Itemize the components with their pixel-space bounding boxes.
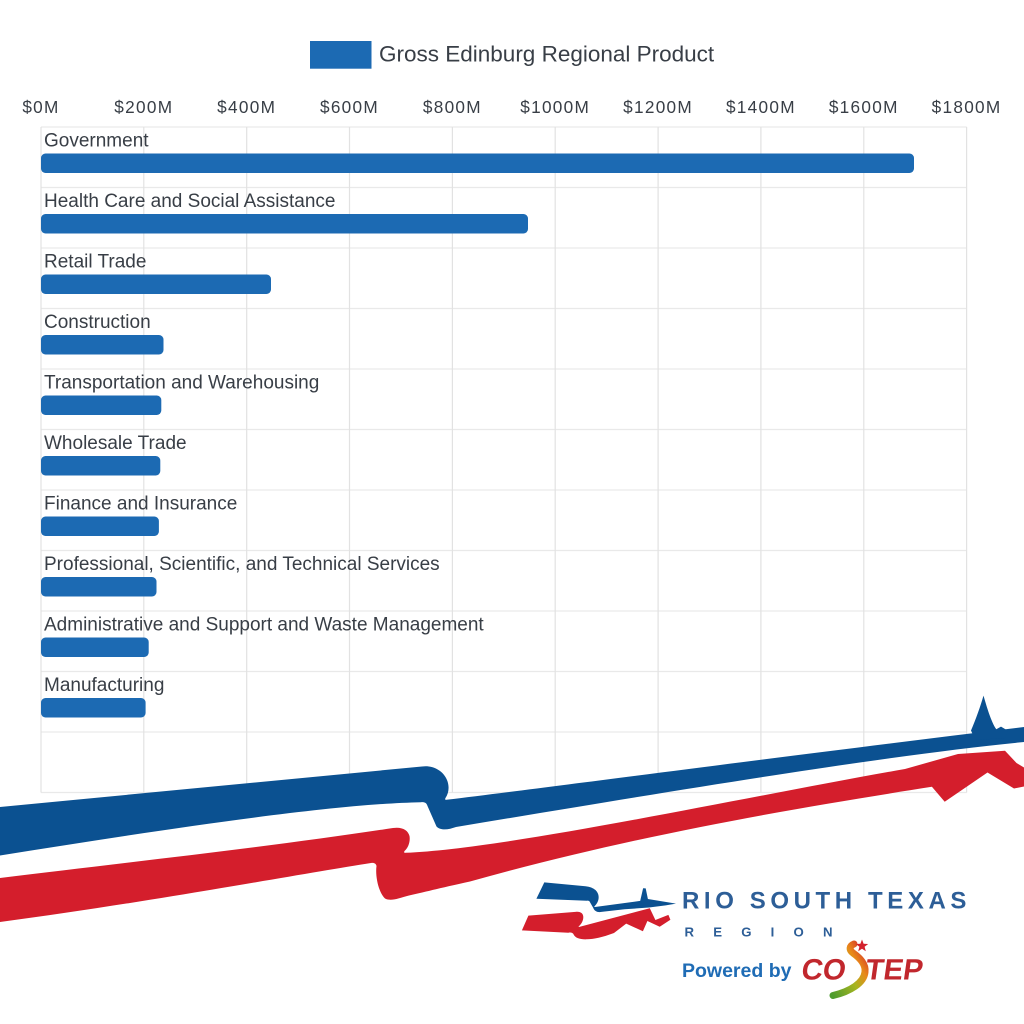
svg-text:$200M: $200M bbox=[114, 97, 173, 117]
svg-text:Construction: Construction bbox=[44, 312, 151, 333]
svg-text:$1800M: $1800M bbox=[932, 97, 1002, 117]
svg-text:Gross Edinburg Regional Produc: Gross Edinburg Regional Product bbox=[379, 42, 715, 67]
svg-text:$0M: $0M bbox=[22, 97, 59, 117]
svg-text:Finance and Insurance: Finance and Insurance bbox=[44, 494, 237, 515]
svg-text:$600M: $600M bbox=[320, 97, 379, 117]
svg-text:$800M: $800M bbox=[423, 97, 482, 117]
svg-text:$1200M: $1200M bbox=[623, 97, 693, 117]
svg-text:$1400M: $1400M bbox=[726, 97, 796, 117]
svg-text:CO: CO bbox=[799, 954, 848, 987]
svg-text:Wholesale Trade: Wholesale Trade bbox=[44, 433, 187, 454]
svg-text:RIO SOUTH TEXAS: RIO SOUTH TEXAS bbox=[682, 888, 971, 915]
svg-text:TEP: TEP bbox=[863, 954, 925, 987]
svg-text:Administrative and Support and: Administrative and Support and Waste Man… bbox=[44, 615, 484, 636]
svg-text:Retail Trade: Retail Trade bbox=[44, 252, 146, 273]
svg-text:REGION: REGION bbox=[685, 925, 852, 940]
svg-text:Manufacturing: Manufacturing bbox=[44, 675, 164, 696]
svg-text:Health Care and Social Assista: Health Care and Social Assistance bbox=[44, 191, 336, 212]
svg-text:$1600M: $1600M bbox=[829, 97, 899, 117]
svg-text:Professional, Scientific, and: Professional, Scientific, and Technical … bbox=[44, 554, 440, 575]
svg-text:Government: Government bbox=[44, 131, 149, 152]
svg-text:Transportation and Warehousing: Transportation and Warehousing bbox=[44, 373, 319, 394]
svg-text:$400M: $400M bbox=[217, 97, 276, 117]
svg-text:Powered by: Powered by bbox=[682, 960, 792, 982]
svg-text:$1000M: $1000M bbox=[520, 97, 590, 117]
